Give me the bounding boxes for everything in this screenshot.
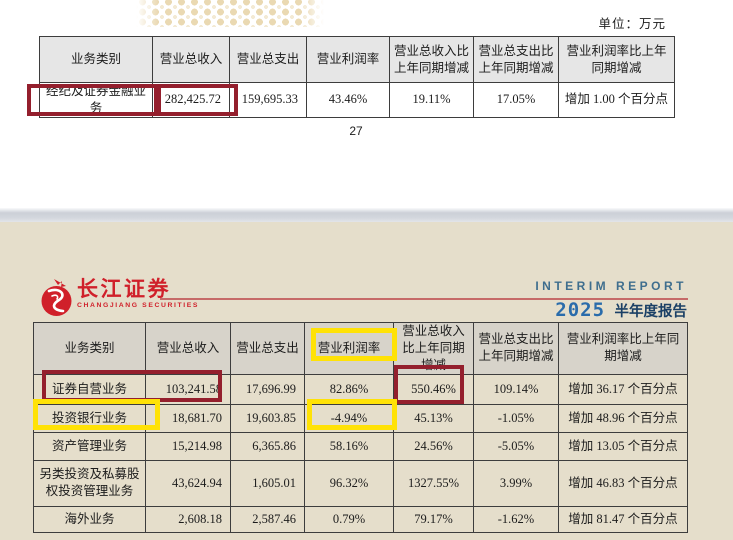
cell-margin: -4.94% — [304, 403, 394, 433]
cell-revenue-yoy: 45.13% — [393, 403, 474, 433]
header-revenue-yoy: 营业总收入比上年同期增减 — [393, 322, 474, 375]
header-business-category: 业务类别 — [39, 36, 153, 83]
report-page-top: 单位：万元 业务类别 营业总收入 营业总支出 营业利润率 营业总收入比上年同期增… — [0, 0, 733, 208]
header-profit-margin: 营业利润率 — [304, 322, 394, 375]
table-header-row: 业务类别 营业总收入 营业总支出 营业利润率 营业总收入比上年同期增减 营业总支… — [39, 36, 675, 83]
header-margin-yoy: 营业利润率比上年同期增减 — [558, 36, 675, 83]
cell-margin-yoy: 增加 81.47 个百分点 — [558, 505, 688, 533]
cell-category: 证券自营业务 — [33, 373, 146, 405]
cell-expense-yoy: -1.62% — [473, 505, 559, 533]
header-business-category: 业务类别 — [33, 322, 146, 375]
cell-margin-yoy: 增加 36.17 个百分点 — [558, 373, 688, 405]
cell-margin-yoy: 增加 1.00 个百分点 — [558, 82, 675, 118]
cell-expense: 19,603.85 — [230, 403, 305, 433]
cell-margin-yoy: 增加 46.83 个百分点 — [558, 459, 688, 507]
cell-margin: 58.16% — [304, 431, 394, 461]
cell-expense: 1,605.01 — [230, 459, 305, 507]
page-number: 27 — [349, 124, 363, 138]
table-header-row: 业务类别 营业总收入 营业总支出 营业利润率 营业总收入比上年同期增减 营业总支… — [33, 322, 688, 375]
cell-expense: 2,587.46 — [230, 505, 305, 533]
header-total-revenue: 营业总收入 — [152, 36, 230, 83]
header-expense-yoy: 营业总支出比上年同期增减 — [473, 322, 559, 375]
header-profit-margin: 营业利润率 — [306, 36, 390, 83]
header-revenue-yoy: 营业总收入比上年同期增减 — [389, 36, 474, 83]
report-title-en: INTERIM REPORT — [535, 279, 687, 293]
header-total-expense: 营业总支出 — [230, 322, 305, 375]
header-total-expense: 营业总支出 — [229, 36, 307, 83]
brand-divider-line — [160, 298, 688, 300]
cell-category: 资产管理业务 — [33, 431, 146, 461]
cell-expense: 6,365.86 — [230, 431, 305, 461]
table-row: 投资银行业务 18,681.70 19,603.85 -4.94% 45.13%… — [33, 403, 688, 433]
table-row: 另类投资及私募股权投资管理业务 43,624.94 1,605.01 96.32… — [33, 459, 688, 507]
segment-table-bottom: 业务类别 营业总收入 营业总支出 营业利润率 营业总收入比上年同期增减 营业总支… — [33, 322, 688, 533]
cell-category: 经纪及证券金融业务 — [39, 82, 153, 118]
cell-expense-yoy: -1.05% — [473, 403, 559, 433]
cell-expense-yoy: 17.05% — [473, 82, 559, 118]
logo-name-cn: 长江证券 — [77, 277, 171, 301]
logo-text-block: 长江证券 CHANGJIANG SECURITIES — [77, 278, 199, 309]
page-separator — [0, 208, 733, 222]
cell-margin: 43.46% — [306, 82, 390, 118]
cell-category: 另类投资及私募股权投资管理业务 — [33, 459, 146, 507]
header-expense-yoy: 营业总支出比上年同期增减 — [473, 36, 559, 83]
table-row: 海外业务 2,608.18 2,587.46 0.79% 79.17% -1.6… — [33, 505, 688, 533]
cell-margin: 0.79% — [304, 505, 394, 533]
report-title-cn-row: 2025 半年度报告 — [535, 299, 687, 321]
cell-revenue: 43,624.94 — [145, 459, 231, 507]
report-page-bottom: 长江证券 CHANGJIANG SECURITIES INTERIM REPOR… — [0, 222, 733, 540]
cell-expense-yoy: 109.14% — [473, 373, 559, 405]
cell-margin-yoy: 增加 48.96 个百分点 — [558, 403, 688, 433]
cell-category: 海外业务 — [33, 505, 146, 533]
cell-revenue: 18,681.70 — [145, 403, 231, 433]
cell-revenue: 15,214.98 — [145, 431, 231, 461]
cell-revenue: 282,425.72 — [152, 82, 230, 118]
cell-revenue-yoy: 550.46% — [393, 373, 474, 405]
table-row: 经纪及证券金融业务 282,425.72 159,695.33 43.46% 1… — [39, 82, 675, 118]
cell-category: 投资银行业务 — [33, 403, 146, 433]
report-year: 2025 — [555, 299, 606, 321]
cell-margin: 82.86% — [304, 373, 394, 405]
unit-label: 单位：万元 — [598, 17, 666, 31]
cell-revenue-yoy: 24.56% — [393, 431, 474, 461]
cell-expense: 159,695.33 — [229, 82, 307, 118]
cell-margin: 96.32% — [304, 459, 394, 507]
cell-expense-yoy: -5.05% — [473, 431, 559, 461]
segment-table-top: 业务类别 营业总收入 营业总支出 营业利润率 营业总收入比上年同期增减 营业总支… — [39, 36, 675, 118]
cell-revenue-yoy: 19.11% — [389, 82, 474, 118]
cell-expense-yoy: 3.99% — [473, 459, 559, 507]
changjiang-logo: 长江证券 CHANGJIANG SECURITIES — [40, 278, 199, 323]
logo-name-en: CHANGJIANG SECURITIES — [77, 302, 199, 310]
cell-revenue: 2,608.18 — [145, 505, 231, 533]
header-total-revenue: 营业总收入 — [145, 322, 231, 375]
header-margin-yoy: 营业利润率比上年同期增减 — [558, 322, 688, 375]
cell-revenue-yoy: 1327.55% — [393, 459, 474, 507]
changjiang-logo-icon — [40, 278, 74, 323]
cell-revenue-yoy: 79.17% — [393, 505, 474, 533]
table-row: 资产管理业务 15,214.98 6,365.86 58.16% 24.56% … — [33, 431, 688, 461]
table-row: 证券自营业务 103,241.58 17,696.99 82.86% 550.4… — [33, 373, 688, 405]
dots-decoration — [136, 0, 324, 27]
cell-revenue: 103,241.58 — [145, 373, 231, 405]
report-title-block: INTERIM REPORT 2025 半年度报告 — [535, 279, 687, 321]
report-title-cn: 半年度报告 — [614, 304, 688, 320]
cell-margin-yoy: 增加 13.05 个百分点 — [558, 431, 688, 461]
cell-expense: 17,696.99 — [230, 373, 305, 405]
